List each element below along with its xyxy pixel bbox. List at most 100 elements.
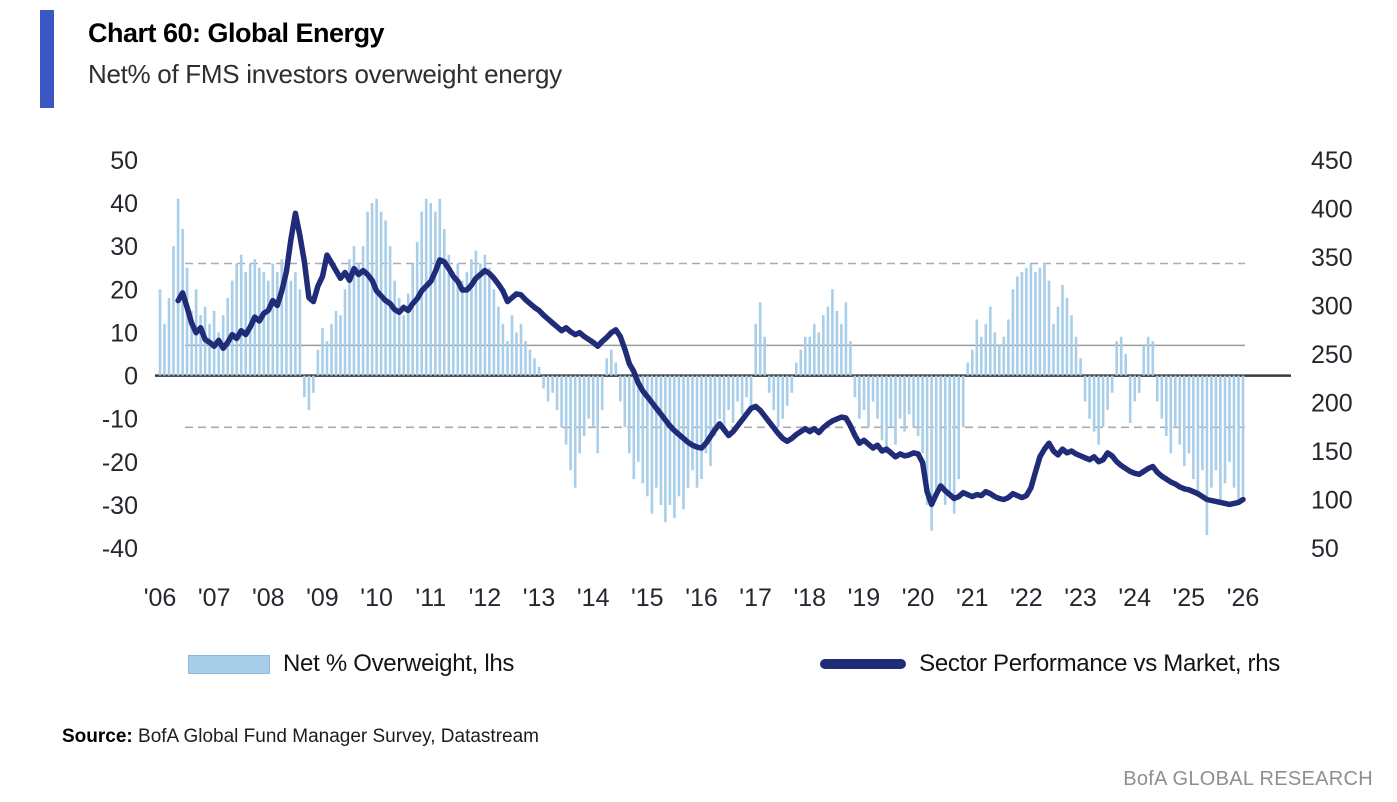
bar xyxy=(804,336,807,376)
x-axis-tick: '07 xyxy=(198,584,231,612)
left-axis-tick: 50 xyxy=(110,147,138,175)
bar xyxy=(709,375,712,467)
bar xyxy=(650,375,654,514)
x-axis-tick: '24 xyxy=(1118,584,1151,612)
bar xyxy=(1174,375,1177,428)
bar xyxy=(731,375,735,423)
bar xyxy=(397,298,401,376)
bar xyxy=(1169,375,1173,454)
bar xyxy=(515,332,518,376)
bar xyxy=(713,375,717,436)
bar xyxy=(736,375,739,402)
bar xyxy=(619,375,622,402)
right-axis-tick: 200 xyxy=(1311,390,1353,418)
x-axis-tick: '16 xyxy=(685,584,718,612)
bar xyxy=(939,375,942,484)
bar xyxy=(1146,336,1150,376)
bar xyxy=(501,323,505,376)
bar xyxy=(840,323,843,376)
bar xyxy=(438,198,442,376)
bar xyxy=(1214,375,1218,471)
bar xyxy=(637,375,640,462)
left-axis-labels: 50 40 30 20 10 0 -10 -20 -30 -40 xyxy=(102,147,138,563)
bar xyxy=(357,263,360,376)
bar xyxy=(1061,285,1064,376)
bar xyxy=(610,349,613,376)
bar xyxy=(1079,358,1082,376)
bar xyxy=(406,293,410,376)
bar xyxy=(885,375,888,454)
bar xyxy=(1228,375,1231,462)
bar xyxy=(907,375,911,415)
bar xyxy=(1201,375,1204,471)
bar xyxy=(1192,375,1195,480)
bar xyxy=(402,315,405,376)
bar xyxy=(465,272,469,376)
bar xyxy=(1187,375,1191,454)
bar xyxy=(862,375,866,411)
title-accent-bar xyxy=(40,10,54,108)
bar xyxy=(1241,375,1245,497)
bar xyxy=(835,310,839,376)
bar xyxy=(443,229,446,376)
bar xyxy=(528,349,532,376)
bar xyxy=(176,198,180,376)
bar xyxy=(361,246,365,376)
bar xyxy=(691,375,694,471)
bar xyxy=(479,263,482,376)
x-axis-tick: '20 xyxy=(902,584,935,612)
bar xyxy=(785,375,789,406)
left-axis-tick: -10 xyxy=(102,406,138,434)
bar xyxy=(876,375,879,419)
bar xyxy=(1124,354,1127,376)
bar xyxy=(1128,375,1132,423)
x-axis-tick: '10 xyxy=(360,584,393,612)
bar xyxy=(632,375,636,480)
bar xyxy=(343,289,347,376)
chart-title: Chart 60: Global Energy xyxy=(88,18,385,48)
bar xyxy=(461,280,464,376)
bar xyxy=(388,246,392,376)
bar xyxy=(849,341,852,376)
bar xyxy=(181,229,184,376)
left-axis-tick: 20 xyxy=(110,276,138,304)
right-axis-labels: 450 400 350 300 250 200 150 100 50 xyxy=(1311,147,1353,563)
bar xyxy=(1119,336,1123,376)
bar xyxy=(948,375,951,492)
bar xyxy=(1219,375,1222,505)
right-axis-tick: 300 xyxy=(1311,293,1353,321)
bar xyxy=(474,250,478,376)
bar xyxy=(673,375,676,518)
bar xyxy=(1038,267,1042,376)
right-axis-tick: 50 xyxy=(1311,535,1339,563)
source-label: Source: xyxy=(62,726,133,747)
bar xyxy=(1142,345,1145,376)
bar xyxy=(1083,375,1087,402)
bar xyxy=(1056,306,1060,376)
bar xyxy=(519,323,523,376)
bar xyxy=(334,310,338,376)
bar xyxy=(966,362,969,376)
bar xyxy=(587,375,590,419)
bar-series xyxy=(158,198,1245,536)
bar xyxy=(790,375,794,393)
bar xyxy=(569,375,572,471)
bar xyxy=(1133,375,1136,402)
line-series xyxy=(175,210,1246,508)
bar xyxy=(831,289,834,376)
bar xyxy=(352,246,356,376)
bar xyxy=(434,211,437,376)
x-axis-labels: '06 '07 '08 '09 '10 '11 '12 '13 '14 '15 '16 '17 '18 '… xyxy=(144,584,1260,612)
bar xyxy=(989,306,992,376)
bar xyxy=(492,289,496,376)
bar xyxy=(1007,319,1010,376)
bar xyxy=(172,246,175,376)
bar xyxy=(506,341,509,376)
bar xyxy=(903,375,906,432)
bar xyxy=(321,328,324,376)
bar xyxy=(199,315,202,376)
x-axis-tick: '11 xyxy=(415,584,446,612)
x-axis-tick: '23 xyxy=(1064,584,1097,612)
bar xyxy=(799,349,803,376)
